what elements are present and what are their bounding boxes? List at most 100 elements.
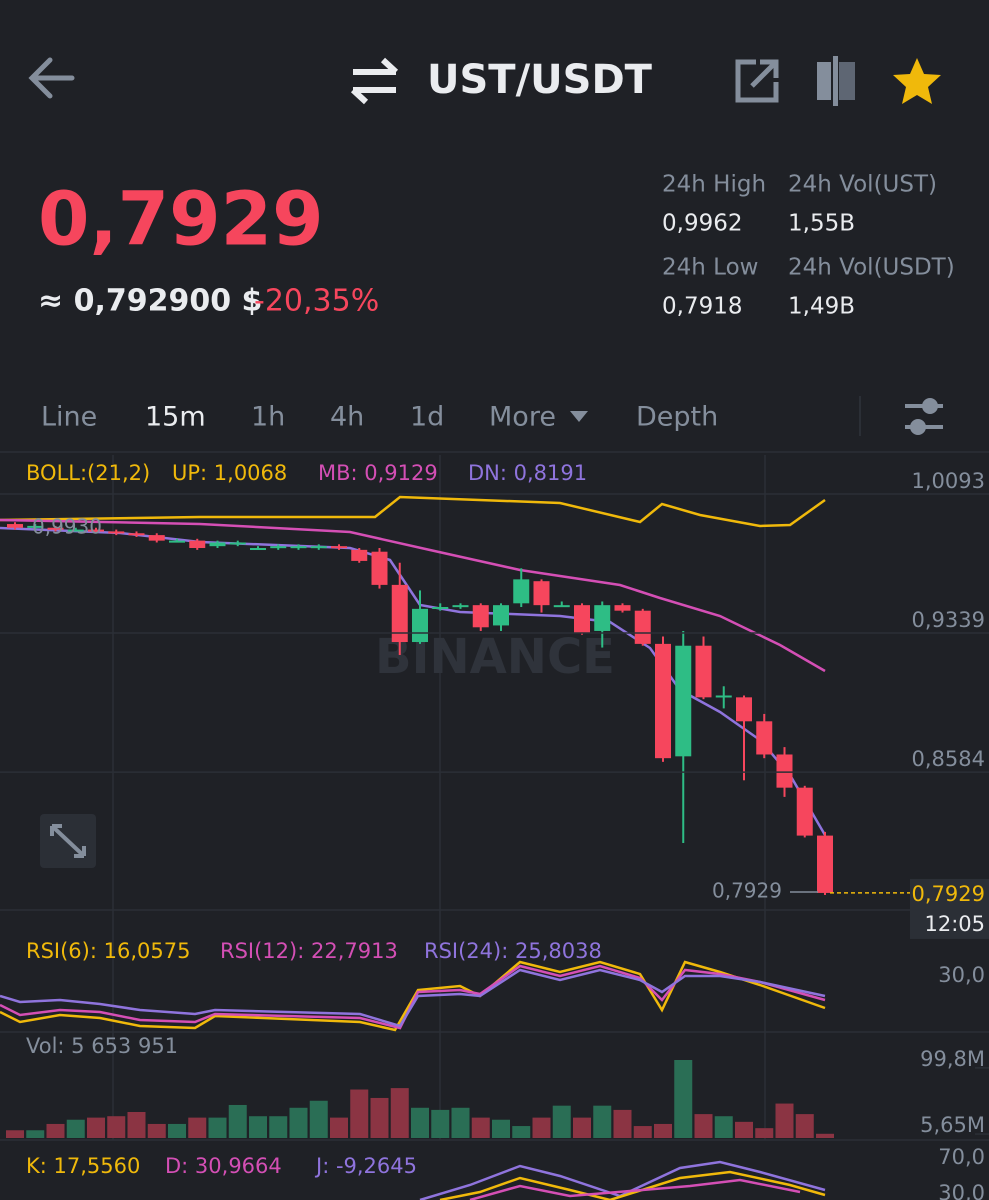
interval-tab[interactable]: 15m xyxy=(145,402,206,433)
candle-body xyxy=(209,542,226,547)
volume-bar xyxy=(552,1105,571,1138)
last-price: 0,7929 xyxy=(38,177,324,263)
candle-body xyxy=(533,581,550,606)
candle-body xyxy=(493,605,509,626)
volume-bar xyxy=(714,1116,733,1138)
volume-bar xyxy=(573,1117,591,1138)
kdj-axis: 70,0 xyxy=(938,1145,985,1169)
volume-bar xyxy=(451,1107,470,1138)
usd-price: ≈ 0,792900 $ xyxy=(38,284,262,319)
volume-bar xyxy=(188,1117,207,1138)
rsi-lines xyxy=(0,960,826,1032)
candle-body xyxy=(108,531,125,534)
candle-body xyxy=(634,610,651,644)
stat-label: 24h High xyxy=(662,172,766,198)
kdj-axis: 30,0 xyxy=(938,1181,985,1200)
candle-body xyxy=(432,607,449,610)
candle-body xyxy=(695,645,712,698)
share-icon[interactable] xyxy=(735,59,779,103)
candle-body xyxy=(452,605,469,608)
stat-label: 24h Low xyxy=(662,255,758,281)
volume-bar xyxy=(87,1117,105,1138)
stat-value: 0,7918 xyxy=(662,294,742,320)
volume-bar xyxy=(654,1123,672,1138)
candle-body xyxy=(148,535,165,541)
volume-bar xyxy=(816,1133,834,1138)
price-axis: 1,0093 0,9339 0,8584 0,7929 12:05 xyxy=(0,469,989,939)
stat-value: 1,55B xyxy=(788,211,855,237)
y-tick-label: 0,9339 xyxy=(912,608,985,632)
boll-label: BOLL:(21,2) xyxy=(26,461,150,485)
candle-body xyxy=(331,546,347,549)
interval-tab[interactable]: 1h xyxy=(251,402,285,433)
interval-tab[interactable]: 1d xyxy=(410,402,444,433)
volume-bar xyxy=(755,1128,774,1138)
volume-bar xyxy=(46,1123,65,1138)
volume-bar xyxy=(208,1117,227,1138)
volume-bar xyxy=(613,1109,632,1138)
stat-label: 24h Vol(USDT) xyxy=(788,255,955,281)
candle-body xyxy=(796,787,813,836)
interval-tab[interactable]: More xyxy=(489,402,556,433)
kdj-d: D: 30,9664 xyxy=(165,1154,282,1178)
candle-body xyxy=(736,697,752,722)
pair-title: UST/USDT xyxy=(427,57,653,103)
candle-body xyxy=(472,605,489,628)
volume-bar xyxy=(411,1107,429,1138)
expand-button[interactable] xyxy=(40,814,96,868)
rsi-12: RSI(12): 22,7913 xyxy=(220,939,398,963)
settings-icon[interactable] xyxy=(905,398,943,435)
volume-bar xyxy=(309,1100,328,1138)
candle-body xyxy=(553,605,570,608)
last-price-label: 0,7929 xyxy=(912,882,985,906)
volume-bar xyxy=(795,1114,814,1138)
candle-body xyxy=(88,529,104,532)
volume-bar xyxy=(350,1089,369,1138)
back-button[interactable] xyxy=(28,57,75,99)
stat-value: 0,9962 xyxy=(662,211,742,237)
candle-body xyxy=(574,605,590,633)
y-tick-label: 1,0093 xyxy=(912,469,985,493)
candle-body xyxy=(229,542,246,545)
rsi-6: RSI(6): 16,0575 xyxy=(26,939,190,963)
candle-body xyxy=(189,540,206,549)
volume-bar xyxy=(492,1119,510,1138)
candle-body xyxy=(67,529,84,532)
layout-icon[interactable] xyxy=(817,56,855,106)
volume-bar xyxy=(147,1123,166,1138)
interval-tab[interactable]: Depth xyxy=(636,402,718,433)
volume-bars: 99,8M 5,65M xyxy=(6,1047,989,1138)
price-change: -20,35% xyxy=(254,284,379,319)
stat-value: 1,49B xyxy=(788,294,855,320)
candle-body xyxy=(7,524,23,528)
interval-tab[interactable]: Line xyxy=(41,402,97,433)
volume-bar xyxy=(532,1117,551,1138)
swap-icon[interactable] xyxy=(350,57,399,105)
favorite-star[interactable] xyxy=(893,58,941,104)
candle-body xyxy=(351,549,368,561)
boll-lines xyxy=(0,495,827,836)
volume-bar xyxy=(735,1121,753,1138)
candle-body xyxy=(128,533,145,536)
more-caret xyxy=(570,411,588,422)
interval-tabs: Line 15m 1h 4h 1d More Depth xyxy=(41,402,718,433)
candle-body xyxy=(614,605,631,611)
volume-bar xyxy=(228,1104,247,1138)
interval-tab[interactable]: 4h xyxy=(330,402,364,433)
candle-body xyxy=(270,546,287,549)
y-tick-label: 0,8584 xyxy=(912,747,985,771)
volume-bar xyxy=(370,1097,389,1138)
candle-body xyxy=(290,546,307,549)
watermark: BINANCE xyxy=(375,629,615,685)
candle-body xyxy=(655,643,671,759)
candle-body xyxy=(47,527,64,530)
volume-tick-label: 5,65M xyxy=(920,1113,985,1137)
volume-bar xyxy=(26,1130,45,1138)
stat-label: 24h Vol(UST) xyxy=(788,172,937,198)
volume-bar xyxy=(674,1060,693,1138)
boll-mb: MB: 0,9129 xyxy=(318,461,438,485)
volume-label: Vol: 5 653 951 xyxy=(26,1034,178,1058)
volume-bar xyxy=(633,1126,652,1138)
